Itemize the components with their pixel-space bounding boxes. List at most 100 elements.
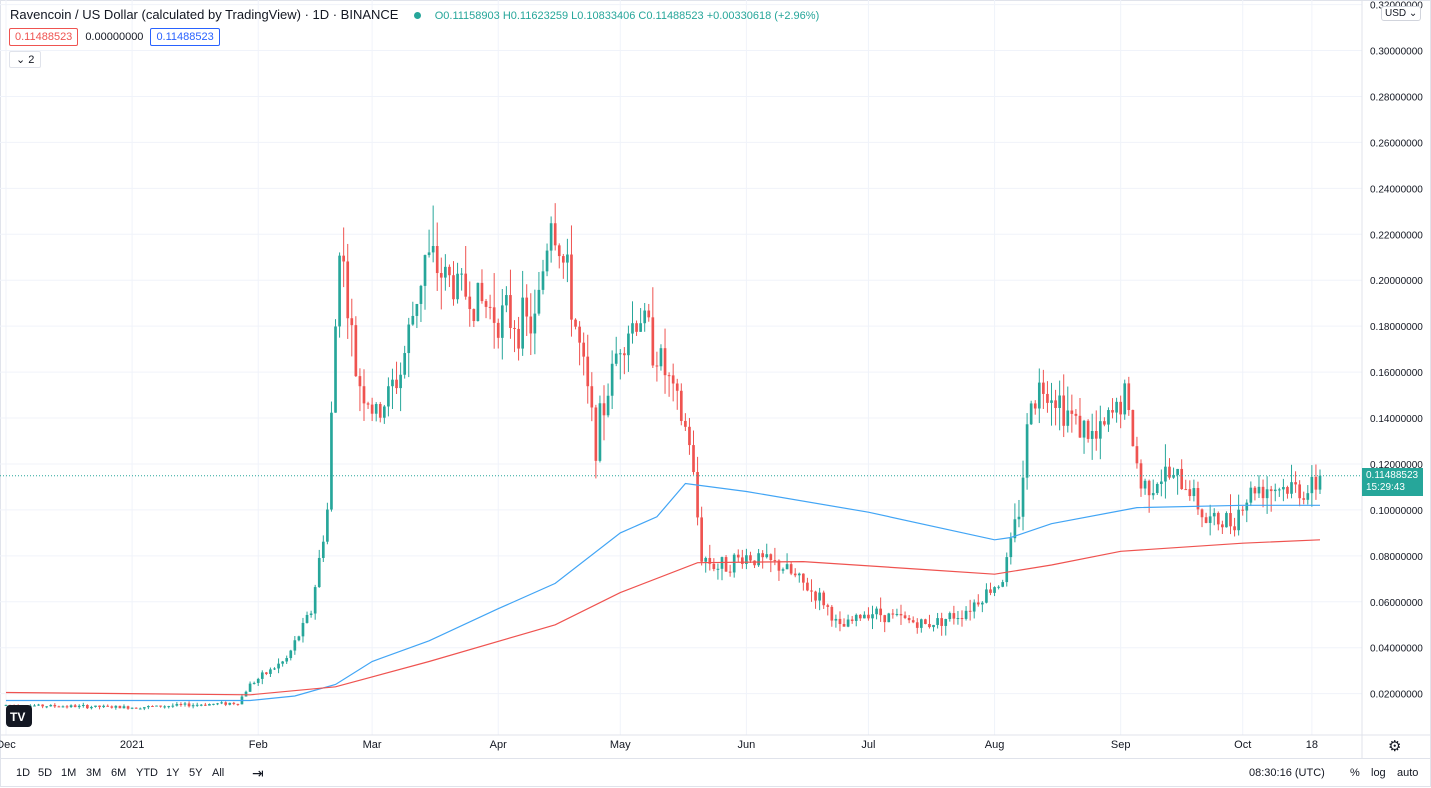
candle-down — [850, 619, 854, 621]
candle-up — [102, 705, 105, 708]
candle-up — [1160, 481, 1163, 485]
candle-down — [952, 613, 956, 619]
candle-up — [228, 702, 232, 705]
candle-up — [797, 573, 801, 576]
candle-down — [968, 610, 972, 612]
candle-down — [1147, 480, 1151, 496]
date-range-icon[interactable]: ⇥ — [252, 765, 264, 781]
candle-down — [1070, 410, 1074, 414]
candle-down — [151, 706, 154, 708]
candle-up — [627, 333, 630, 356]
y-tick-label: 0.04000000 — [1370, 644, 1423, 655]
indicators-collapse-button[interactable]: ⌄ 2 — [9, 51, 42, 68]
candle-down — [749, 555, 752, 561]
indicator-value-2: 0.00000000 — [85, 31, 144, 43]
timeframe-5y[interactable]: 5Y — [189, 767, 203, 779]
candle-up — [765, 554, 769, 558]
candle-up — [1212, 512, 1216, 517]
bottom-toolbar: 1D 5D 1M 3M 6M YTD 1Y 5Y All ⇥ 08:30:16 … — [0, 758, 1431, 788]
candle-down — [1294, 482, 1297, 485]
candle-down — [529, 316, 533, 334]
candle-up — [476, 282, 480, 322]
candle-up — [460, 273, 463, 275]
currency-select[interactable]: USD ⌄ — [1381, 6, 1422, 21]
candle-down — [1233, 526, 1236, 531]
candle-up — [614, 353, 618, 364]
candle-up — [631, 323, 634, 334]
timeframe-1m[interactable]: 1M — [61, 767, 77, 779]
timeframe-5d[interactable]: 5D — [38, 767, 53, 779]
candle-up — [269, 669, 272, 674]
candle-up — [374, 404, 378, 414]
bar-countdown: 15:29:43 — [1366, 481, 1405, 493]
x-tick-label: Sep — [1111, 739, 1131, 751]
candle-up — [533, 313, 537, 334]
gear-icon[interactable]: ⚙ — [1388, 738, 1402, 755]
candle-down — [1204, 517, 1208, 523]
log-toggle[interactable]: log — [1371, 767, 1386, 779]
utc-clock[interactable]: 08:30:16 (UTC) — [1249, 767, 1325, 779]
candle-down — [452, 275, 455, 300]
candle-down — [976, 602, 980, 605]
timeframe-ytd[interactable]: YTD — [136, 767, 158, 779]
timeframe-1y[interactable]: 1Y — [166, 767, 180, 779]
candle-down — [561, 256, 565, 263]
timeframe-1d[interactable]: 1D — [16, 767, 31, 779]
candle-down — [692, 445, 695, 473]
candle-down — [1302, 498, 1306, 500]
candle-up — [972, 602, 976, 612]
percent-toggle[interactable]: % — [1350, 767, 1360, 779]
y-tick-label: 0.06000000 — [1370, 598, 1423, 609]
y-tick-label: 0.26000000 — [1370, 138, 1423, 149]
candle-up — [411, 315, 415, 325]
candle-down — [769, 554, 773, 561]
y-tick-label: 0.10000000 — [1370, 506, 1423, 517]
candle-down — [1286, 487, 1289, 494]
candle-up — [537, 289, 541, 314]
candle-up — [212, 703, 215, 705]
candle-up — [948, 613, 952, 619]
candle-down — [1261, 486, 1265, 499]
indicator-values: 0.11488523 0.00000000 0.11488523 — [9, 28, 220, 46]
candle-down — [134, 707, 138, 709]
candle-up — [1025, 424, 1029, 478]
auto-toggle[interactable]: auto — [1397, 767, 1419, 779]
candle-down — [867, 614, 870, 619]
candle-down — [830, 606, 834, 621]
candle-up — [1082, 420, 1086, 438]
candle-up — [61, 706, 65, 708]
candle-down — [594, 407, 598, 461]
chart-header: Ravencoin / US Dollar (calculated by Tra… — [10, 7, 819, 22]
y-tick-label: 0.20000000 — [1370, 276, 1423, 287]
candle-up — [305, 614, 309, 623]
candle-up — [1143, 480, 1147, 489]
candle-up — [273, 668, 276, 670]
candle-down — [928, 623, 931, 628]
candle-down — [696, 472, 699, 518]
candle-up — [598, 403, 602, 461]
candle-up — [45, 706, 49, 708]
candle-up — [1050, 400, 1053, 403]
candle-up — [90, 706, 93, 709]
candle-up — [781, 569, 785, 571]
candle-down — [106, 705, 110, 707]
candle-up — [195, 704, 199, 706]
candle-down — [651, 317, 655, 366]
timeframe-all[interactable]: All — [212, 767, 225, 779]
candle-up — [1306, 493, 1310, 500]
candle-down — [118, 705, 122, 709]
candle-down — [73, 705, 77, 708]
timeframe-3m[interactable]: 3M — [86, 767, 102, 779]
candle-up — [399, 374, 402, 389]
candle-down — [362, 386, 366, 404]
price-chart[interactable]: 0.02000000 0.04000000 0.06000000 0.08000000… — [0, 0, 1431, 758]
candle-down — [1184, 489, 1188, 491]
candle-down — [1253, 487, 1257, 494]
candle-down — [517, 328, 520, 349]
symbol-title[interactable]: Ravencoin / US Dollar (calculated by Tra… — [10, 7, 399, 22]
candle-down — [1103, 421, 1106, 425]
candle-up — [1249, 487, 1253, 503]
candle-down — [574, 319, 577, 327]
timeframe-6m[interactable]: 6M — [111, 767, 127, 779]
candle-down — [675, 383, 679, 391]
